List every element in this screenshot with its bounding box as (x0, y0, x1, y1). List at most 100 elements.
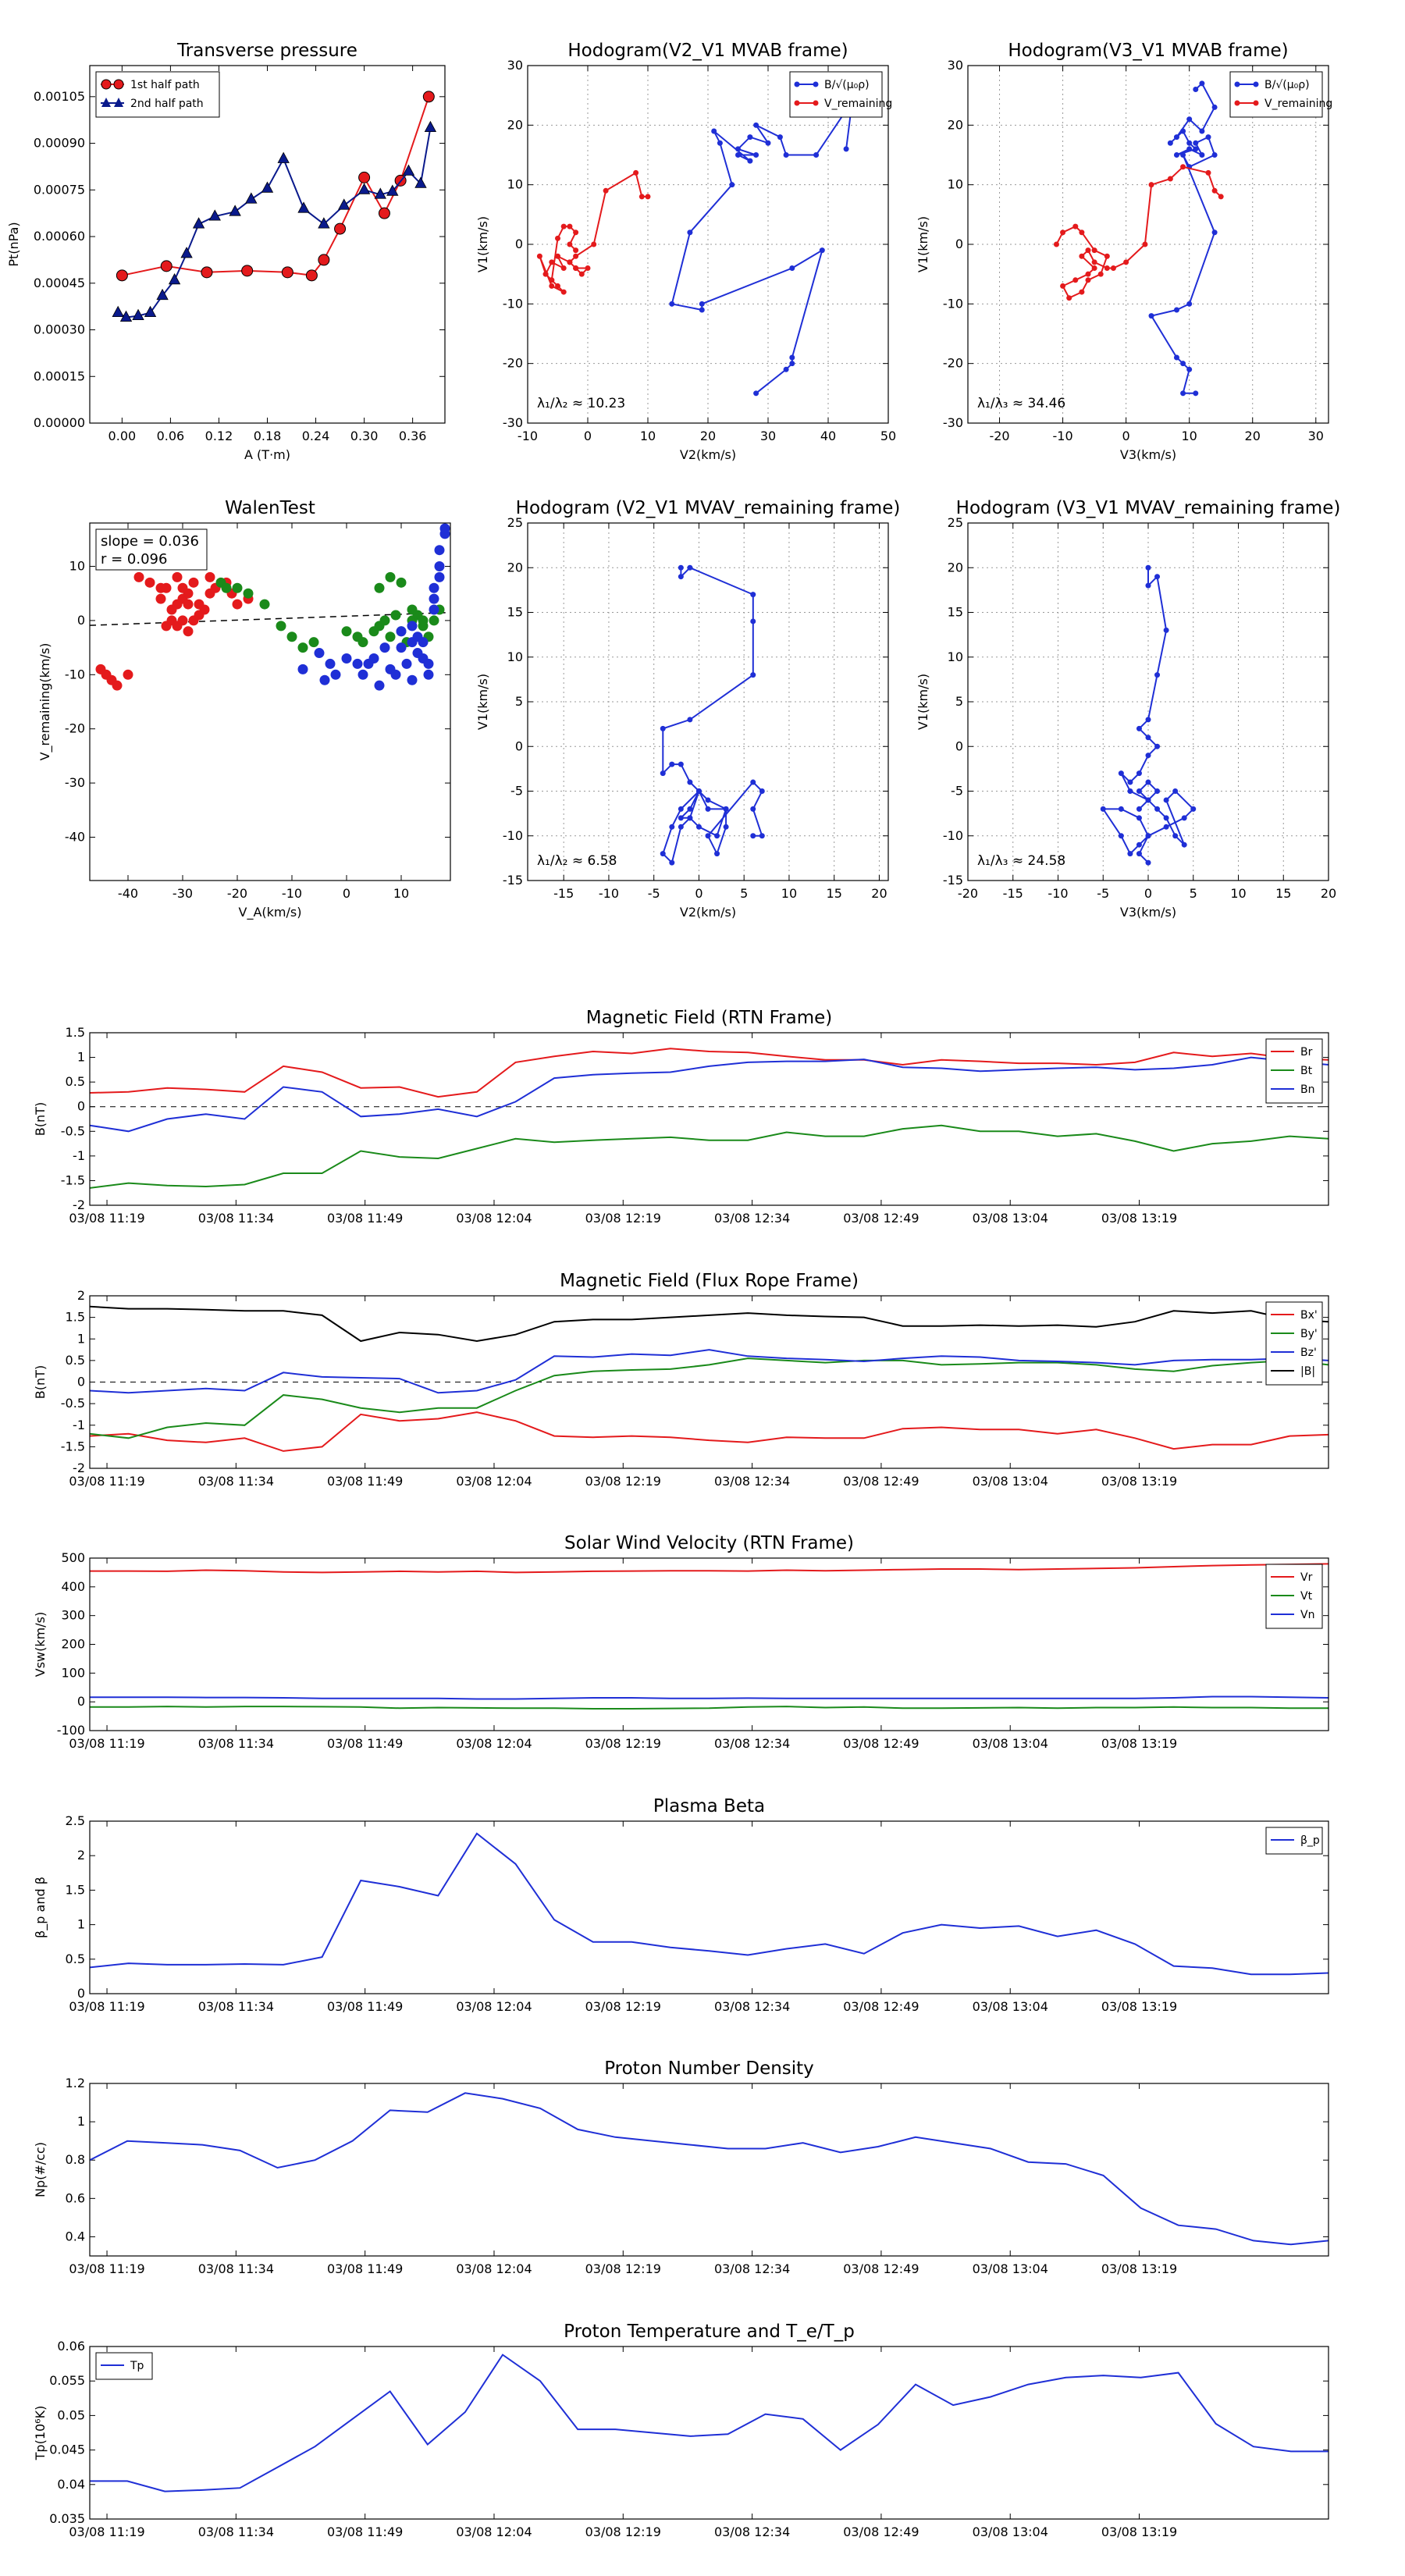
x-tick-label: 03/08 12:19 (585, 1999, 661, 2014)
x-tick-label: 03/08 13:04 (973, 1736, 1048, 1751)
data-point (133, 571, 144, 582)
y-tick-label: 0 (77, 1375, 85, 1389)
panel-proton-temperature: Proton Temperature and T_e/T_p 03/08 11:1… (33, 2322, 1329, 2539)
data-point (338, 198, 350, 210)
y-tick-label: 20 (507, 117, 523, 132)
data-point (183, 599, 194, 610)
x-tick-label: 0 (343, 886, 350, 901)
data-point (669, 859, 675, 866)
data-point (1148, 182, 1154, 188)
x-axis-label: V3(km/s) (1120, 447, 1176, 462)
series-line (90, 1706, 1329, 1710)
chart-title: Plasma Beta (653, 1796, 765, 1816)
data-point (750, 592, 756, 598)
data-point (1118, 833, 1124, 839)
series--b- (90, 1305, 1329, 1343)
chart-title: Magnetic Field (RTN Frame) (586, 1008, 833, 1028)
data-point (1180, 390, 1186, 397)
data-point (759, 833, 765, 839)
legend: 1st half path 2nd half path (95, 71, 220, 118)
plot-area (1053, 80, 1224, 397)
y-tick-label: 1 (77, 1331, 85, 1346)
x-tick-label: 0.18 (254, 429, 282, 443)
data-point (363, 658, 374, 669)
x-tick-label: 03/08 11:19 (69, 1211, 144, 1226)
fit-line (90, 611, 450, 626)
series-line (90, 1563, 1329, 1574)
x-tick-label: 0.24 (302, 429, 330, 443)
x-tick-label: 0.36 (399, 429, 427, 443)
data-point (330, 669, 341, 680)
x-tick-label: 03/08 11:19 (69, 1999, 144, 2014)
data-point (305, 269, 318, 282)
y-tick-label: 0.4 (66, 2229, 85, 2243)
data-point (1193, 390, 1199, 397)
y-tick-label: -15 (503, 873, 523, 888)
data-point (645, 194, 651, 200)
data-point (678, 564, 684, 571)
y-tick-label: 0 (515, 738, 523, 753)
series-vn (90, 1695, 1329, 1700)
y-tick-label: 20 (507, 560, 523, 575)
data-point (699, 307, 705, 313)
axes-frame (89, 2083, 1329, 2257)
data-point (318, 217, 330, 229)
data-point (578, 271, 585, 277)
data-point (695, 824, 702, 830)
data-point (379, 642, 390, 653)
x-tick-label: 30 (1308, 429, 1324, 443)
data-point (434, 571, 445, 582)
panel-hodogram-v2v1-mvav: Hodogram (V2_V1 MVAV_remaining frame) -15… (475, 498, 900, 920)
data-point (341, 653, 352, 664)
y-tick-label: -1 (73, 1418, 85, 1432)
series-v-remaining (1053, 164, 1224, 301)
data-point (750, 672, 756, 678)
panel-hodogram-v3v1-mvab: Hodogram(V3_V1 MVAB frame) -20 -10 0 10 20 30 -… (916, 41, 1332, 462)
axes-frame (89, 1557, 1329, 1731)
series-b- (669, 98, 855, 397)
x-tick-label: 03/08 11:19 (69, 2261, 144, 2276)
x-tick-label: 03/08 11:19 (69, 2524, 144, 2539)
x-tick-label: 10 (1182, 429, 1197, 443)
data-point (1173, 152, 1179, 158)
data-point (714, 833, 720, 839)
data-point (753, 122, 759, 128)
data-point (112, 680, 123, 691)
data-point (753, 390, 759, 397)
series-line (90, 2092, 1329, 2246)
data-point (1163, 824, 1169, 830)
data-point (357, 183, 371, 194)
data-point (434, 545, 445, 556)
x-tick-label: -40 (118, 886, 138, 901)
data-point (660, 851, 666, 857)
data-point (1180, 152, 1186, 158)
legend-marker (1234, 100, 1240, 106)
data-point (358, 171, 371, 183)
data-point (1211, 104, 1218, 110)
chart-title: Hodogram (V2_V1 MVAV_remaining frame) (516, 498, 901, 518)
data-point (1060, 229, 1066, 236)
x-tick-label: -15 (1003, 886, 1023, 901)
y-tick-label: 5 (515, 694, 523, 709)
data-point (560, 223, 567, 229)
data-point (396, 577, 407, 588)
data-point (243, 588, 254, 599)
y-tick-label: 0.035 (49, 2511, 85, 2526)
y-tick-label: -2 (73, 1197, 85, 1212)
data-point (1154, 806, 1161, 812)
data-point (396, 642, 407, 653)
y-tick-label: 0.055 (49, 2373, 85, 2388)
x-tick-label: -10 (1048, 886, 1068, 901)
x-tick-label: -10 (1053, 429, 1073, 443)
x-tick-label: 03/08 13:19 (1101, 1211, 1177, 1226)
data-point (1136, 788, 1142, 794)
data-point (1173, 307, 1179, 313)
y-tick-label: -5 (951, 784, 963, 799)
chart-title: Hodogram (V3_V1 MVAV_remaining frame) (956, 498, 1341, 518)
x-tick-label: -20 (989, 429, 1009, 443)
x-tick-label: 03/08 12:04 (456, 1999, 532, 2014)
data-point (1079, 253, 1085, 259)
y-tick-label: -20 (65, 721, 85, 736)
x-tick-label: 03/08 12:34 (714, 1474, 790, 1489)
data-point (1199, 152, 1205, 158)
